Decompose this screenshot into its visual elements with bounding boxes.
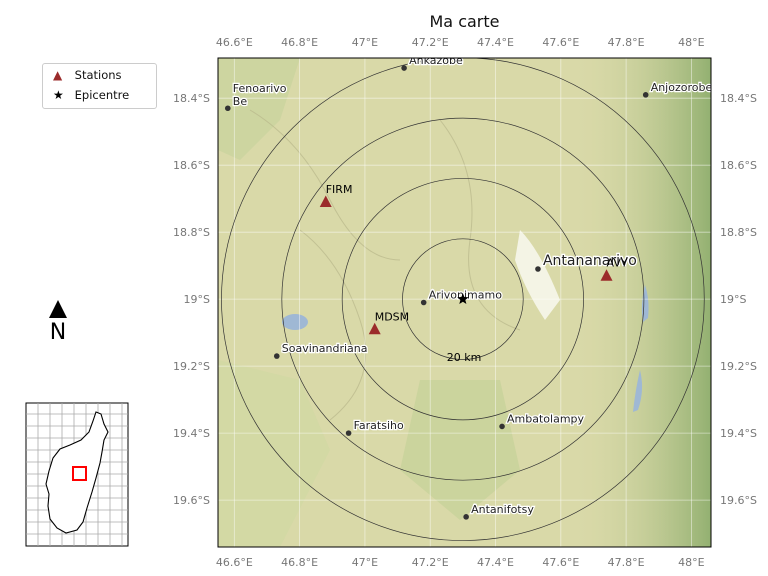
station-label: FIRM: [326, 183, 353, 196]
town-marker: [420, 299, 427, 306]
town-marker: [273, 353, 280, 359]
range-ring: [402, 238, 524, 360]
lat-tick-label-right: 19.6°S: [720, 494, 757, 507]
lat-tick-label-left: 19.2°S: [173, 360, 210, 373]
town-marker: [224, 105, 231, 112]
inset-extent-box: [72, 466, 87, 481]
lat-tick-label-right: 18.8°S: [720, 226, 757, 239]
town-label: Ambatolampy: [507, 412, 585, 425]
lon-tick-label-bottom: 47.4°E: [477, 556, 514, 569]
lon-tick-label-top: 47.6°E: [542, 36, 579, 49]
north-label: N: [49, 320, 67, 345]
lon-tick-label-bottom: 47.2°E: [412, 556, 449, 569]
north-arrow: N: [44, 300, 72, 345]
town-marker: [345, 430, 352, 436]
legend-stations-label: Stations: [74, 68, 122, 82]
lon-tick-label-top: 47°E: [352, 36, 378, 49]
lon-tick-label-bottom: 46.8°E: [281, 556, 318, 569]
legend-item-stations: ▲ Stations: [53, 68, 122, 82]
lat-tick-label-right: 19.4°S: [720, 427, 757, 440]
lat-tick-label-right: 18.4°S: [720, 92, 757, 105]
legend-item-epicentre: ★ Epicentre: [53, 88, 129, 102]
lon-tick-label-bottom: 48°E: [678, 556, 704, 569]
range-ring: [341, 178, 584, 421]
town-label: Faratsiho: [354, 419, 404, 432]
lat-tick-label-left: 18.4°S: [173, 92, 210, 105]
town-marker: [401, 65, 407, 71]
star-icon: ★: [53, 88, 64, 102]
lat-tick-label-right: 18.6°S: [720, 159, 757, 172]
town-label: Arivonimamo: [429, 289, 503, 302]
lon-tick-label-top: 47.4°E: [477, 36, 514, 49]
range-ring: [281, 117, 645, 481]
lon-tick-label-bottom: 47.6°E: [542, 556, 579, 569]
legend: ▲ Stations ★ Epicentre: [42, 63, 157, 109]
lon-tick-label-bottom: 47.8°E: [608, 556, 645, 569]
lon-tick-label-top: 47.2°E: [412, 36, 449, 49]
inset-map: [25, 402, 129, 547]
town-label: Soavinandriana: [282, 342, 368, 355]
lat-tick-label-left: 19°S: [184, 293, 210, 306]
legend-epicentre-label: Epicentre: [74, 88, 130, 102]
town-label: Be: [233, 95, 248, 108]
lake-itasy: [282, 314, 308, 330]
station-marker: [319, 195, 332, 208]
town-label: Fenoarivo: [233, 82, 287, 95]
map-title: Ma carte: [429, 12, 500, 31]
madagascar-outline: [45, 411, 109, 534]
lon-tick-label-bottom: 47°E: [352, 556, 378, 569]
lon-tick-label-top: 46.6°E: [216, 36, 253, 49]
lat-tick-label-right: 19.2°S: [720, 360, 757, 373]
town-label: Antanifotsy: [471, 503, 534, 516]
lon-tick-label-top: 46.8°E: [281, 36, 318, 49]
lat-tick-label-left: 19.6°S: [173, 494, 210, 507]
station-marker: [368, 322, 381, 335]
town-label: Antananarivo: [543, 253, 637, 269]
town-marker: [463, 514, 469, 520]
lon-tick-label-top: 48°E: [678, 36, 704, 49]
lon-tick-label-top: 47.8°E: [608, 36, 645, 49]
lat-tick-label-left: 19.4°S: [173, 427, 210, 440]
town-label: Ankazobe: [409, 54, 463, 67]
triangle-icon: ▲: [53, 68, 63, 82]
lon-tick-label-bottom: 46.6°E: [216, 556, 253, 569]
epicentre-marker: [457, 293, 469, 304]
lat-tick-label-left: 18.8°S: [173, 226, 210, 239]
town-label: Anjozorobe: [651, 81, 713, 94]
town-marker: [535, 266, 541, 272]
station-marker: [600, 269, 613, 281]
lat-tick-label-right: 19°S: [720, 293, 746, 306]
scale-label: 20 km: [447, 351, 482, 364]
town-marker: [499, 423, 505, 430]
lat-tick-label-left: 18.6°S: [173, 159, 210, 172]
range-ring: [221, 58, 705, 541]
north-arrow-icon: [49, 300, 67, 318]
station-label: MDSM: [375, 310, 409, 323]
town-marker: [642, 92, 649, 98]
station-label: AVY: [607, 257, 628, 270]
